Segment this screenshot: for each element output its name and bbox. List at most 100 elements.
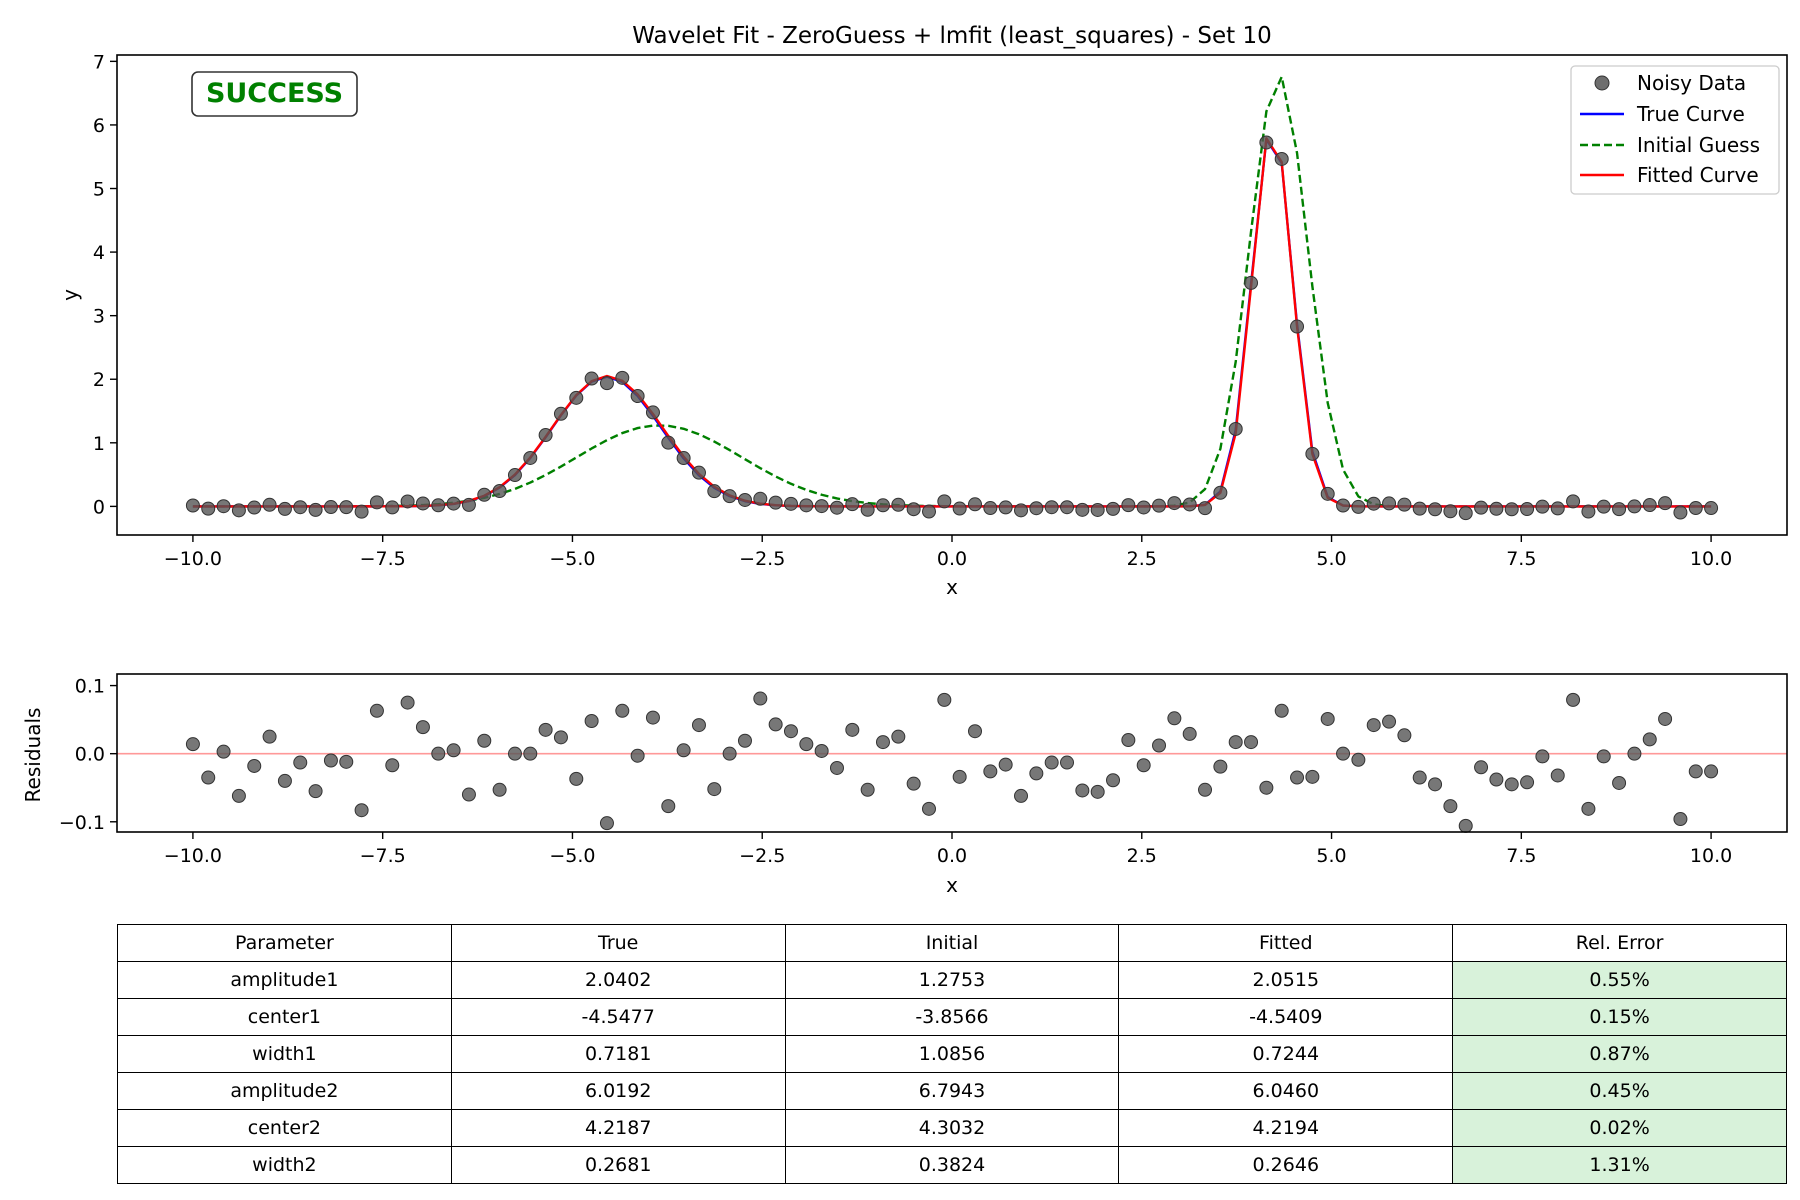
x-tick-label: 7.5	[1506, 845, 1536, 867]
noisy-data-point	[293, 500, 308, 515]
noisy-data-point	[860, 502, 875, 517]
residual-point	[1044, 755, 1059, 770]
residual-point	[1290, 770, 1305, 785]
legend: Noisy Data True Curve Initial Guess Fitt…	[1570, 65, 1780, 195]
noisy-data-point	[661, 435, 676, 450]
residual-point	[1443, 799, 1458, 814]
residual-point	[829, 760, 844, 775]
noisy-data-point	[1366, 496, 1381, 511]
noisy-data-point	[369, 495, 384, 510]
noisy-data-point	[922, 504, 936, 519]
noisy-data-point	[1228, 421, 1243, 436]
residual-point	[231, 788, 246, 803]
residual-point	[584, 713, 599, 728]
table-cell-parameter: amplitude1	[117, 961, 452, 999]
noisy-data-point	[1060, 500, 1075, 515]
residual-point	[1581, 801, 1596, 816]
residuals-axes-frame	[116, 673, 1788, 833]
noisy-data-point	[553, 406, 568, 421]
table-header-cell: True	[450, 924, 786, 962]
success-badge-label: SUCCESS	[206, 78, 343, 109]
residual-point	[1688, 764, 1703, 779]
main-curves	[192, 75, 1712, 508]
table-cell-true: 2.0402	[450, 961, 786, 999]
noisy-data-point	[1673, 505, 1688, 520]
noisy-data-point	[722, 489, 737, 504]
legend-label-initial: Initial Guess	[1637, 133, 1760, 157]
noisy-data-point	[201, 501, 216, 516]
main-x-label: x	[946, 575, 958, 599]
table-row: width2 0.2681 0.3824 0.2646 1.31%	[117, 1146, 1787, 1184]
noisy-data-point	[415, 496, 430, 511]
noisy-data-point	[875, 498, 890, 513]
residual-point	[615, 703, 630, 718]
residual-point	[1244, 735, 1259, 750]
residual-point	[308, 784, 323, 799]
y-tick-label: 0.1	[75, 676, 105, 698]
table-cell-true: 0.2681	[450, 1146, 786, 1184]
residual-point	[1566, 692, 1581, 707]
table-cell-rel-error: 0.02%	[1452, 1109, 1787, 1147]
noisy-data-point	[1121, 498, 1136, 513]
residual-point	[1351, 752, 1366, 767]
noisy-data-point	[1397, 497, 1412, 512]
table-cell-rel-error: 0.87%	[1452, 1035, 1787, 1073]
noisy-data-point	[753, 491, 768, 506]
table-header-cell: Parameter	[117, 924, 452, 962]
noisy-data-point	[1428, 502, 1443, 517]
residual-point	[814, 743, 829, 758]
table-header-cell: Rel. Error	[1452, 924, 1787, 962]
table-cell-parameter: amplitude2	[117, 1072, 452, 1110]
table-cell-initial: 6.7943	[784, 1072, 1120, 1110]
success-badge: SUCCESS	[191, 71, 358, 117]
residual-point	[507, 746, 522, 761]
x-tick-label: 2.5	[1127, 548, 1157, 570]
residual-point	[1458, 818, 1473, 833]
residual-point	[1397, 728, 1412, 743]
table-cell-initial: 1.2753	[784, 961, 1120, 999]
residual-point	[875, 735, 890, 750]
residual-point	[1152, 738, 1167, 753]
table-cell-initial: 4.3032	[784, 1109, 1120, 1147]
noisy-data-point	[599, 376, 614, 391]
residual-point	[369, 703, 384, 718]
noisy-data-point	[1213, 485, 1228, 500]
residual-point	[492, 782, 507, 797]
x-tick-label: 0.0	[937, 845, 967, 867]
residual-point	[1658, 711, 1673, 726]
noisy-data-point	[1259, 135, 1274, 150]
x-tick-label: 7.5	[1506, 548, 1536, 570]
residual-point	[645, 710, 660, 725]
noisy-data-point	[1044, 500, 1059, 515]
residuals-plot: −0.1 0.0 0.1 −10.0 −7.5 −5.0 −2.5 0.0 2.5 5.0 7.5…	[21, 673, 1788, 897]
residual-point	[922, 801, 936, 816]
residual-point	[293, 755, 308, 770]
residual-point	[1029, 766, 1044, 781]
noisy-data-point	[768, 495, 783, 510]
noisy-data-point	[968, 497, 982, 512]
residual-point	[768, 717, 783, 732]
noisy-data-point	[216, 499, 231, 514]
noisy-data-point	[1029, 501, 1044, 516]
noisy-data-point	[983, 501, 998, 516]
noisy-data-point	[247, 500, 262, 515]
residual-point	[277, 773, 292, 788]
residuals-x-label: x	[946, 873, 958, 897]
residual-point	[1382, 714, 1397, 729]
noisy-data-point	[1550, 501, 1565, 516]
residual-point	[952, 769, 967, 784]
x-tick-label: 10.0	[1690, 548, 1732, 570]
noisy-data-point	[277, 501, 292, 516]
noisy-data-point	[584, 371, 599, 386]
residual-point	[860, 782, 875, 797]
noisy-data-point	[952, 501, 967, 516]
residual-point	[1535, 749, 1550, 764]
noisy-data-point	[1136, 500, 1151, 515]
legend-label-noisy: Noisy Data	[1637, 71, 1746, 95]
noisy-data-point	[615, 370, 630, 385]
noisy-data-point	[891, 497, 906, 512]
residual-point	[1428, 777, 1443, 792]
main-y-label: y	[58, 289, 82, 301]
noisy-data-point	[1182, 497, 1197, 512]
noisy-data-point	[676, 451, 691, 466]
